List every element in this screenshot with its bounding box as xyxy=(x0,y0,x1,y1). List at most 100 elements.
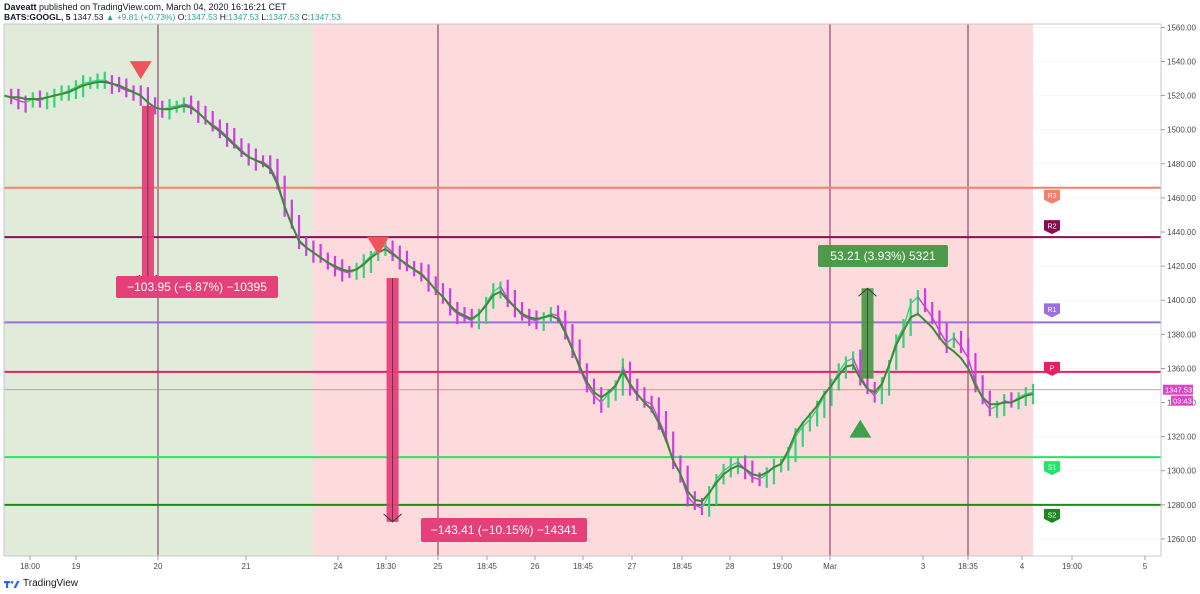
close-label: C: xyxy=(301,12,311,22)
price-segment xyxy=(1025,391,1034,395)
price-segment xyxy=(384,245,394,253)
price-segment xyxy=(334,267,343,272)
countdown-tag xyxy=(1171,395,1193,406)
price-segment xyxy=(226,136,235,144)
price-segment xyxy=(233,142,242,151)
y-tick-label: 1520.00 xyxy=(1167,92,1196,101)
price-segment xyxy=(586,385,595,397)
x-tick-label: 18:00 xyxy=(20,562,41,571)
sell-signal-icon xyxy=(129,61,152,80)
up-arrow-icon: ▲ xyxy=(105,12,115,22)
symbol-legend: BATS:GOOGL, 5 1347.53 ▲ +9.81 (+0.73%) O… xyxy=(4,12,341,23)
price-segment xyxy=(212,124,221,131)
price-segment xyxy=(946,337,955,344)
price-segment xyxy=(485,291,494,305)
price-segment xyxy=(68,86,77,92)
price-segment xyxy=(650,403,660,420)
x-tick-label: 28 xyxy=(726,562,735,571)
pivot-tag-r2: R2 xyxy=(1044,220,1060,235)
price-segment xyxy=(694,504,703,509)
trade-label-1: −103.95 (−6.87%) −10395 xyxy=(116,276,278,298)
price-segment xyxy=(802,419,811,427)
price-segment xyxy=(967,358,977,383)
price-segment xyxy=(931,316,941,332)
y-tick-label: 1360.00 xyxy=(1167,364,1196,373)
price-segment xyxy=(90,79,98,83)
price-change: +9.81 (+0.73%) xyxy=(116,12,176,22)
pivot-tag-label: S2 xyxy=(1048,512,1057,519)
price-segment xyxy=(953,337,962,347)
x-tick-label: 5 xyxy=(1143,562,1148,571)
trade-label-box xyxy=(116,276,278,298)
price-segment xyxy=(363,255,372,264)
y-tick-label: 1500.00 xyxy=(1167,126,1196,135)
y-tick-label: 1400.00 xyxy=(1167,296,1196,305)
price-segment xyxy=(82,81,91,85)
pivot-tag-s1: S1 xyxy=(1044,461,1060,476)
price-segment xyxy=(701,494,710,509)
y-tick-label: 1320.00 xyxy=(1167,433,1196,442)
price-segment xyxy=(845,357,854,363)
countdown-label: 03:43 xyxy=(1173,397,1192,406)
x-tick-label: 26 xyxy=(531,562,540,571)
price-segment xyxy=(715,470,725,480)
open-value: 1347.53 xyxy=(186,12,218,22)
publish-header: Daveatt published on TradingView.com, Ma… xyxy=(4,2,287,13)
price-segment xyxy=(917,296,926,308)
y-tick-label: 1300.00 xyxy=(1167,467,1196,476)
price-segment xyxy=(852,357,861,376)
x-tick-label: 18:45 xyxy=(573,562,594,571)
pivot-tag-shape xyxy=(1044,220,1060,235)
price-segment xyxy=(529,318,537,322)
x-tick-label: 18:45 xyxy=(672,562,693,571)
x-tick-label: 24 xyxy=(334,562,343,571)
y-tick-label: 1260.00 xyxy=(1167,535,1196,544)
x-tick-label: 18:45 xyxy=(477,562,498,571)
price-segment xyxy=(723,465,732,472)
pivot-tag-label: R1 xyxy=(1048,307,1057,314)
symbol-name[interactable]: BATS:GOOGL, 5 xyxy=(4,12,71,22)
pivot-tag-shape xyxy=(1044,461,1060,476)
trade-2 xyxy=(383,278,402,523)
pivot-tag-label: R3 xyxy=(1048,193,1057,200)
x-tick-label: Mar xyxy=(823,562,837,571)
price-segment xyxy=(982,398,991,410)
trade-label-box xyxy=(818,245,948,267)
trade-label-box xyxy=(421,518,587,542)
price-segment xyxy=(75,83,84,88)
y-tick-label: 1460.00 xyxy=(1167,194,1196,203)
trade-label-3: 53.21 (3.93%) 5321 xyxy=(818,245,948,267)
price-segment xyxy=(752,476,760,480)
open-label: O: xyxy=(177,12,187,22)
price-segment xyxy=(787,436,797,454)
x-tick-label: 18:30 xyxy=(376,562,397,571)
x-tick-label: 19:00 xyxy=(772,562,793,571)
y-tick-label: 1420.00 xyxy=(1167,262,1196,271)
pivot-tag-label: S1 xyxy=(1048,465,1057,472)
price-segment xyxy=(794,426,804,438)
price-segment xyxy=(924,306,933,318)
y-tick-label: 1280.00 xyxy=(1167,501,1196,510)
price-segment xyxy=(176,103,185,107)
price-segment xyxy=(342,270,350,274)
tradingview-brand[interactable]: TradingView xyxy=(4,577,78,591)
high-label: H: xyxy=(219,12,229,22)
moving-average-line xyxy=(3,81,1034,503)
pivot-tag-shape xyxy=(1044,189,1060,204)
trade-label-2: −143.41 (−10.15%) −14341 xyxy=(421,518,587,542)
price-segment xyxy=(593,395,602,404)
x-tick-label: 27 xyxy=(628,562,637,571)
price-segment xyxy=(219,129,228,138)
y-tick-label: 1380.00 xyxy=(1167,330,1196,339)
price-segment xyxy=(658,419,667,437)
tradingview-logo-icon xyxy=(4,581,20,588)
publisher-name: Daveatt xyxy=(4,2,37,12)
price-segment xyxy=(960,345,969,359)
price-segment xyxy=(600,393,609,403)
trade-label-text: −103.95 (−6.87%) −10395 xyxy=(127,280,267,294)
price-segment xyxy=(183,103,192,107)
last-price-tag xyxy=(1163,384,1193,395)
price-segment xyxy=(521,314,530,320)
